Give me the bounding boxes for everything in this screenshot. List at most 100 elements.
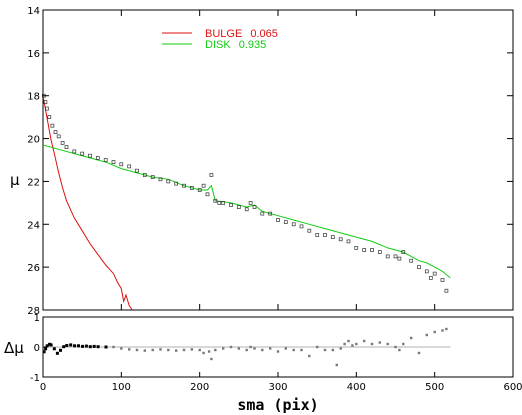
residual-point: [190, 348, 193, 351]
residual-point: [210, 357, 213, 361]
residual-point: [42, 350, 46, 354]
residual-point: [339, 347, 342, 350]
residual-point: [69, 343, 73, 347]
residual-point: [249, 345, 252, 349]
residual-markers: [42, 327, 448, 367]
x-tick-label: 0: [40, 382, 46, 393]
residual-point: [351, 344, 354, 347]
data-point: [135, 168, 139, 173]
residual-point: [65, 344, 69, 347]
svg-text:BULGE 0.065: BULGE 0.065: [205, 28, 278, 40]
residual-point: [81, 344, 84, 348]
data-point: [354, 246, 359, 250]
bulge-line: [42, 95, 133, 311]
disk-series: [42, 144, 451, 279]
data-point: [127, 164, 132, 169]
residual-point: [182, 348, 186, 352]
x-tick-label: 600: [503, 382, 522, 393]
data-point: [213, 198, 218, 203]
residual-point: [104, 345, 108, 349]
residual-point: [59, 348, 62, 352]
residual-point: [331, 348, 334, 352]
data-point: [260, 211, 265, 216]
data-point: [217, 201, 222, 205]
residual-point: [269, 347, 272, 350]
residual-point: [284, 347, 287, 350]
data-markers: [41, 93, 449, 293]
data-point: [142, 173, 147, 177]
bulge-series: [42, 95, 133, 311]
main-y-tick-label: 28: [27, 306, 40, 317]
data-point: [95, 156, 100, 160]
data-point: [315, 233, 320, 237]
data-point: [119, 162, 124, 167]
residual-point: [343, 342, 346, 346]
data-point: [276, 218, 280, 222]
residual-point: [292, 348, 295, 352]
data-point: [323, 233, 327, 237]
x-tick-label: 100: [112, 382, 131, 393]
residual-point: [143, 349, 146, 352]
residual-point: [175, 349, 178, 352]
data-point: [248, 201, 253, 205]
residual-point: [159, 348, 162, 351]
residual-point: [335, 363, 338, 367]
data-point: [377, 250, 382, 254]
data-point: [158, 177, 163, 182]
main-y-tick-label: 14: [27, 6, 40, 17]
data-point: [47, 115, 52, 119]
residual-point: [398, 348, 401, 352]
residual-point: [386, 342, 389, 346]
residual-point: [198, 348, 201, 352]
x-axis-label: sma (pix): [237, 396, 318, 414]
data-point: [299, 224, 304, 229]
residual-point: [370, 342, 374, 346]
data-point: [432, 271, 437, 276]
data-point: [362, 248, 367, 252]
main-y-ticks: 14 16 18 20 22 24 26 28: [27, 6, 513, 317]
residual-point: [77, 344, 80, 348]
x-tick-label: 200: [190, 382, 209, 393]
data-point: [197, 188, 202, 192]
data-point: [338, 237, 343, 242]
data-point: [201, 183, 206, 188]
data-point: [393, 254, 398, 259]
residual-point: [207, 350, 211, 353]
residual-y-tick-label: 1: [34, 313, 40, 324]
data-point: [64, 145, 69, 149]
data-point: [417, 265, 421, 269]
data-point: [53, 130, 58, 134]
residual-point: [316, 345, 319, 349]
residual-point: [214, 348, 217, 352]
residual-point: [347, 339, 350, 343]
data-point: [43, 100, 48, 104]
residual-x-ticks: 0 100 200 300 400 500 600: [40, 372, 522, 393]
residual-panel: 0 100 200 300 400 500 600 -101 Δμ sma (pix): [4, 313, 522, 414]
residual-point: [323, 348, 327, 352]
data-point: [307, 228, 312, 233]
legend: BULGE 0.065 DISK 0.935: [162, 28, 278, 51]
legend-bulge-fraction: 0.065: [250, 28, 278, 40]
residual-point: [49, 343, 53, 347]
residual-y-ticks: -1 0 1: [30, 313, 48, 384]
legend-disk-name: DISK: [205, 39, 231, 51]
residual-point: [445, 327, 448, 331]
residual-point: [402, 342, 405, 346]
data-point: [397, 256, 402, 261]
data-point: [209, 173, 214, 177]
residual-point: [52, 347, 56, 351]
main-y-tick-label: 22: [27, 177, 40, 188]
data-point: [401, 250, 406, 254]
data-point: [72, 149, 77, 154]
main-y-tick-label: 26: [27, 263, 40, 274]
residual-y-axis-label: Δμ: [4, 339, 24, 357]
residual-point: [92, 344, 96, 348]
main-y-tick-label: 16: [27, 49, 40, 60]
residual-point: [245, 348, 248, 352]
data-point: [370, 248, 374, 252]
residual-point: [84, 344, 88, 348]
main-y-tick-label: 24: [27, 220, 40, 231]
residual-point: [378, 341, 381, 344]
residual-point: [433, 330, 436, 334]
